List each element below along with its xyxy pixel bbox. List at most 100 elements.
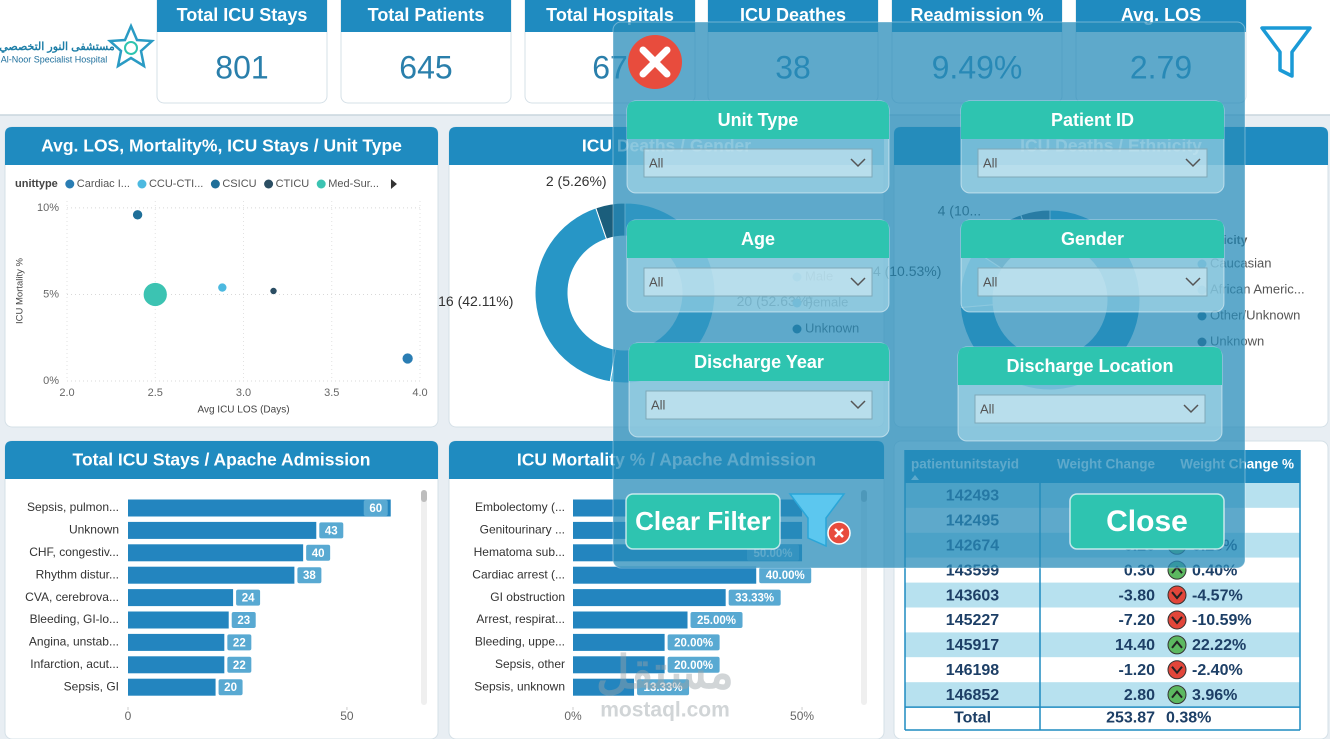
slicer-value: All — [980, 401, 995, 416]
dropdown-chevron — [1185, 158, 1201, 168]
table-row — [905, 582, 1300, 608]
dropdown-chevron — [850, 400, 866, 410]
trend-icon — [1167, 585, 1187, 605]
data-label-badge — [227, 634, 252, 651]
slicer-dropdown[interactable] — [643, 267, 873, 297]
slicer-dropdown[interactable] — [977, 148, 1208, 178]
panel-title: Avg. LOS, Mortality%, ICU Stays / Unit T… — [41, 136, 402, 156]
slicer-label: Patient ID — [1051, 110, 1134, 130]
x-tick-label: 3.5 — [324, 387, 339, 399]
data-label: 38 — [303, 570, 316, 582]
category-label: Arrest, respirat... — [476, 612, 565, 626]
button[interactable] — [625, 493, 781, 550]
slicer-value: All — [649, 274, 664, 289]
category-label: Cardiac arrest (... — [472, 567, 565, 581]
data-label: 23 — [237, 615, 250, 627]
slicer-dropdown[interactable] — [974, 394, 1206, 424]
bar — [573, 589, 726, 607]
data-label-badge — [306, 544, 331, 561]
category-label: Sepsis, unknown — [474, 679, 565, 693]
table-total-row — [905, 707, 1300, 730]
trend-icon — [1167, 660, 1187, 680]
slicer-value: All — [983, 155, 998, 170]
category-label: Sepsis, pulmon... — [27, 500, 119, 514]
bubble — [131, 209, 144, 221]
table-cell: -7.20 — [1119, 612, 1156, 629]
table-cell: 146852 — [946, 687, 999, 704]
button-label: Clear Filter — [635, 506, 771, 536]
slicer-dropdown[interactable] — [977, 267, 1208, 297]
category-label: Angina, unstab... — [29, 635, 119, 649]
table-cell: 3.96% — [1192, 687, 1237, 704]
watermark-arabic: مستقل — [596, 646, 734, 698]
scrollbar-thumb[interactable] — [421, 490, 427, 502]
legend-more[interactable] — [390, 179, 397, 189]
bar — [573, 566, 757, 584]
kpi-label: Avg. LOS — [1121, 5, 1201, 25]
category-label: Unknown — [69, 523, 119, 537]
slicer-header — [961, 220, 1224, 258]
bar — [128, 678, 216, 696]
data-label: 20.00% — [674, 660, 713, 672]
slicer-header — [958, 347, 1222, 385]
table-cell: -1.20 — [1119, 662, 1156, 679]
x-axis-label: Avg ICU LOS (Days) — [197, 405, 289, 416]
table-cell: -2.40% — [1192, 662, 1243, 679]
slicer-header — [629, 343, 889, 381]
dropdown-chevron — [850, 277, 866, 287]
slicer-dropdown[interactable] — [643, 148, 873, 178]
slicer-value: All — [649, 155, 664, 170]
category-label: CHF, congestiv... — [29, 545, 119, 559]
legend-label: CTICU — [276, 178, 310, 190]
bar — [128, 589, 234, 607]
bar — [128, 544, 304, 562]
bar — [573, 633, 665, 651]
bar — [128, 611, 229, 629]
clear-filter-badge-x — [834, 528, 844, 538]
button[interactable] — [1069, 493, 1225, 550]
data-label-badge — [690, 612, 743, 628]
legend-label: CCU-CTI... — [149, 178, 203, 190]
donut-slice — [534, 207, 617, 383]
x-tick-label: 50% — [790, 709, 814, 723]
trend-arrow — [1171, 666, 1183, 675]
category-label: Infarction, acut... — [30, 657, 119, 671]
category-label: Embolectomy (... — [475, 500, 565, 514]
slicer-label: Discharge Year — [694, 352, 824, 372]
logo-icon — [106, 22, 156, 69]
watermark-latin: mostaql.com — [600, 699, 730, 722]
bubble — [217, 282, 228, 293]
scrollbar[interactable] — [421, 490, 427, 705]
y-tick-label: 10% — [37, 202, 59, 214]
data-label-badge — [231, 612, 256, 628]
trend-arrow — [1171, 690, 1183, 699]
kpi-label: Total ICU Stays — [177, 5, 308, 25]
slicer-value: All — [651, 397, 666, 412]
legend-marker — [316, 179, 326, 189]
slicer-header — [961, 101, 1224, 139]
trend-icon — [1167, 685, 1187, 705]
x-tick-label: 3.0 — [236, 387, 251, 399]
slicer-dropdown[interactable] — [645, 390, 873, 420]
bubble — [401, 352, 414, 365]
kpi-value: 645 — [399, 49, 452, 85]
clear-filter-icon — [788, 493, 846, 548]
category-label: Genitourinary ... — [480, 523, 565, 537]
data-label: 24 — [242, 593, 255, 605]
filter-icon[interactable] — [1260, 26, 1312, 78]
bar — [573, 678, 635, 696]
legend-marker — [210, 179, 220, 189]
bar — [128, 656, 225, 674]
data-label-badge — [667, 634, 720, 651]
table-cell: 146198 — [946, 662, 999, 679]
table-row — [905, 607, 1300, 633]
slicer-header — [627, 101, 889, 139]
data-label-badge — [667, 656, 720, 673]
filter-overlay: Unit Type All Patient ID All Age All Gender All… — [612, 21, 1246, 569]
data-label: 20 — [224, 682, 237, 694]
data-label: 13.33% — [644, 682, 683, 694]
table-cell: 145227 — [946, 612, 999, 629]
legend-marker — [137, 179, 147, 189]
data-label: 33.33% — [735, 593, 774, 605]
